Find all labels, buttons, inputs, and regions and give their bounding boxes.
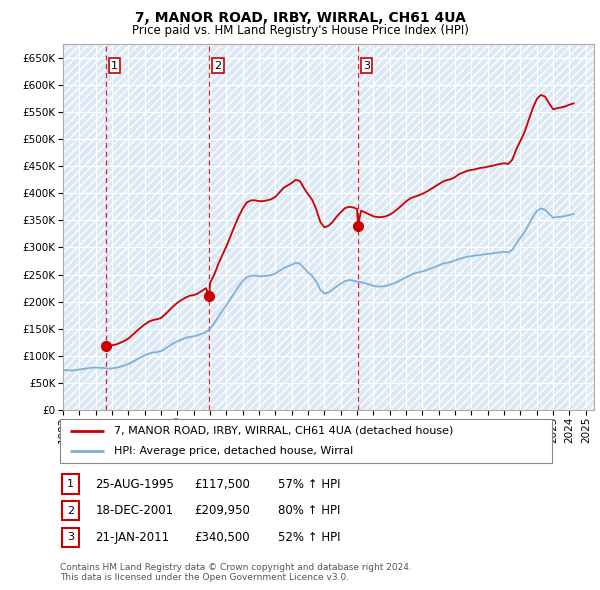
Text: 7, MANOR ROAD, IRBY, WIRRAL, CH61 4UA (detached house): 7, MANOR ROAD, IRBY, WIRRAL, CH61 4UA (d… — [114, 426, 454, 436]
Text: 2: 2 — [214, 61, 221, 71]
Text: £117,500: £117,500 — [194, 477, 250, 491]
Text: HPI: Average price, detached house, Wirral: HPI: Average price, detached house, Wirr… — [114, 446, 353, 456]
Text: 2: 2 — [67, 506, 74, 516]
FancyBboxPatch shape — [60, 419, 552, 463]
Text: £209,950: £209,950 — [194, 504, 250, 517]
FancyBboxPatch shape — [62, 527, 79, 547]
FancyBboxPatch shape — [62, 474, 79, 494]
Text: 1: 1 — [111, 61, 118, 71]
Text: 25-AUG-1995: 25-AUG-1995 — [95, 477, 174, 491]
Text: £340,500: £340,500 — [194, 530, 250, 544]
Text: 1: 1 — [67, 479, 74, 489]
Text: 3: 3 — [363, 61, 370, 71]
Text: 21-JAN-2011: 21-JAN-2011 — [95, 530, 170, 544]
Text: 7, MANOR ROAD, IRBY, WIRRAL, CH61 4UA: 7, MANOR ROAD, IRBY, WIRRAL, CH61 4UA — [134, 11, 466, 25]
Text: 18-DEC-2001: 18-DEC-2001 — [95, 504, 173, 517]
Text: 57% ↑ HPI: 57% ↑ HPI — [278, 477, 341, 491]
FancyBboxPatch shape — [62, 501, 79, 520]
Text: Contains HM Land Registry data © Crown copyright and database right 2024.
This d: Contains HM Land Registry data © Crown c… — [60, 563, 412, 582]
Text: Price paid vs. HM Land Registry's House Price Index (HPI): Price paid vs. HM Land Registry's House … — [131, 24, 469, 37]
Text: 52% ↑ HPI: 52% ↑ HPI — [278, 530, 341, 544]
Text: 3: 3 — [67, 532, 74, 542]
Text: 80% ↑ HPI: 80% ↑ HPI — [278, 504, 341, 517]
